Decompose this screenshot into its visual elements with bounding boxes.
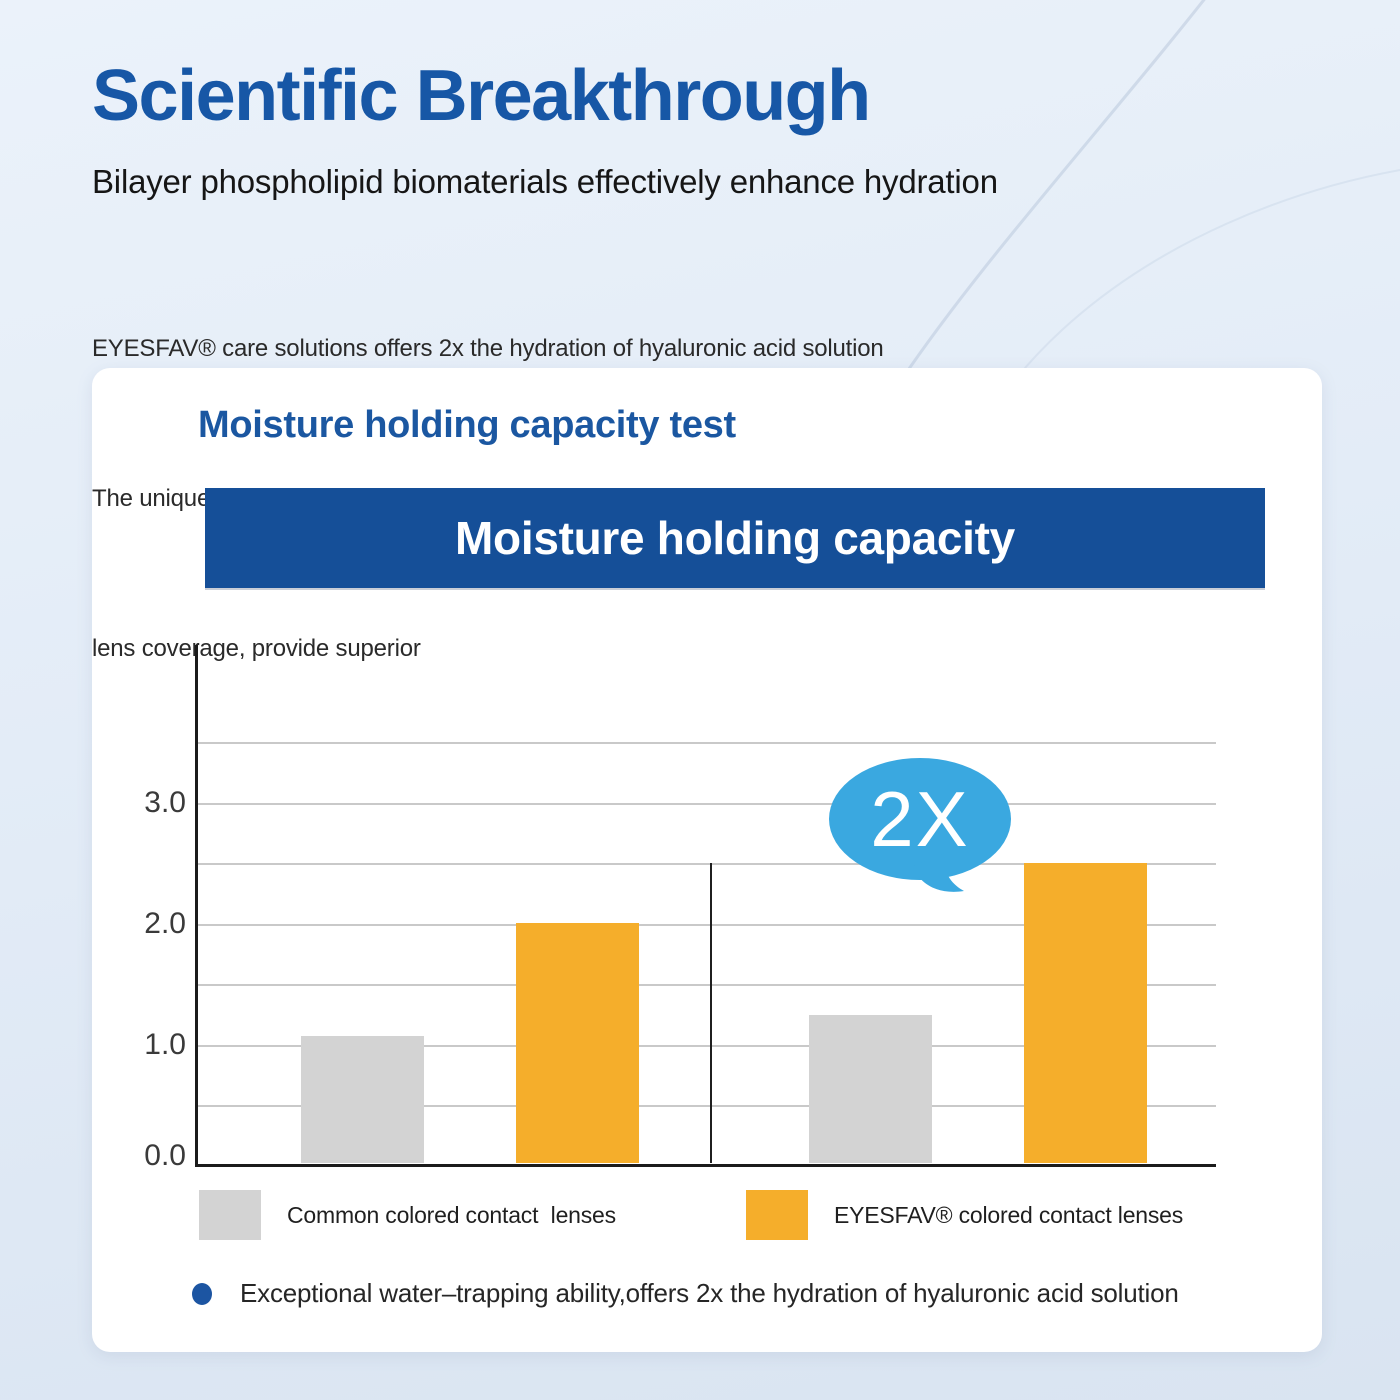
- speech-bubble-tail: [913, 853, 964, 892]
- legend-swatch-common: [199, 1190, 261, 1240]
- chart-banner: Moisture holding capacity: [205, 488, 1265, 588]
- footnote-text: Exceptional water–trapping ability,offer…: [240, 1278, 1179, 1308]
- bar-common-group-2: [809, 1015, 932, 1163]
- chart-legend: Common colored contact lenses EYESFAV® c…: [199, 1190, 1183, 1240]
- chart-banner-title: Moisture holding capacity: [455, 512, 1015, 564]
- bar-eyesfav-group-2: [1024, 862, 1147, 1163]
- gridline-2.0: [197, 923, 1216, 926]
- gridline-1.0: [197, 1044, 1216, 1047]
- legend-swatch-eyesfav: [745, 1190, 808, 1240]
- bullet-dot-icon: [192, 1282, 212, 1305]
- annotation-2x-bubble: 2X: [829, 758, 1011, 892]
- y-axis-tick-labels: 0.0 1.0 2.0 3.0: [92, 645, 186, 1173]
- ytick-label-1.0: 1.0: [144, 1027, 186, 1061]
- legend-label-eyesfav: EYESFAV® colored contact lenses: [833, 1201, 1184, 1228]
- group-separator-line: [710, 862, 712, 1163]
- paragraph-line-1: EYESFAV® care solutions offers 2x the hy…: [92, 335, 884, 362]
- y-axis-line: [195, 645, 198, 1167]
- x-axis-line: [196, 1164, 1216, 1167]
- gridline-0.5: [197, 1105, 1216, 1108]
- annotation-2x-text: 2X: [870, 775, 969, 863]
- gridline-1.5: [197, 984, 1216, 987]
- footnote-row: Exceptional water–trapping ability,offer…: [192, 1278, 1179, 1309]
- bar-eyesfav-group-1: [516, 923, 639, 1163]
- page-subtitle: Bilayer phospholipid biomaterials effect…: [92, 163, 998, 200]
- ytick-label-2.0: 2.0: [144, 906, 186, 940]
- gridline-3.0: [197, 802, 1216, 805]
- ytick-label-3.0: 3.0: [144, 785, 186, 819]
- speech-bubble-shape: [829, 758, 1011, 880]
- paragraph-line-3: lens coverage, provide superior: [92, 635, 421, 662]
- page-title: Scientific Breakthrough: [92, 56, 871, 136]
- gridline-2.5: [197, 863, 1216, 866]
- bar-chart-plot-area: [196, 645, 1216, 1166]
- bar-common-group-1: [301, 1035, 424, 1163]
- ytick-label-0.0: 0.0: [144, 1139, 186, 1172]
- chart-card-heading: Moisture holding capacity test: [198, 404, 736, 446]
- legend-label-common: Common colored contact lenses: [287, 1201, 616, 1228]
- gridline-3.5: [197, 741, 1216, 744]
